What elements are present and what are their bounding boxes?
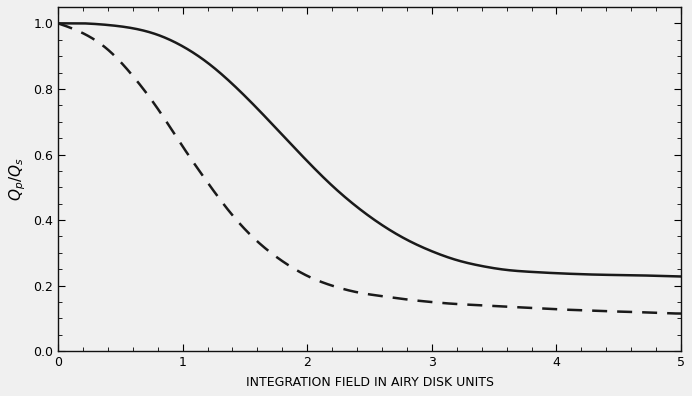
X-axis label: INTEGRATION FIELD IN AIRY DISK UNITS: INTEGRATION FIELD IN AIRY DISK UNITS	[246, 376, 493, 389]
Y-axis label: $Q_p/Q_s$: $Q_p/Q_s$	[7, 157, 28, 201]
